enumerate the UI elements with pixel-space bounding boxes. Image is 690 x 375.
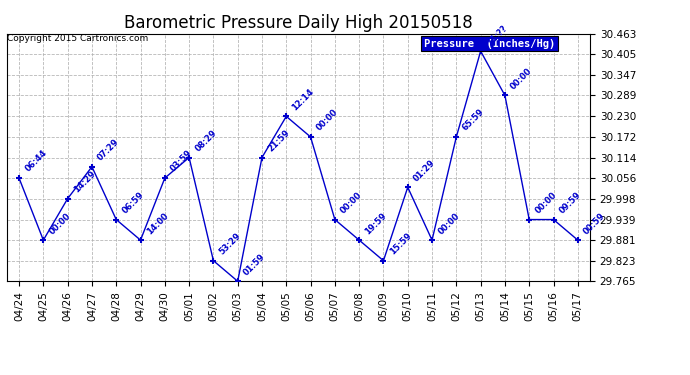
Text: 01:59: 01:59 [242,252,267,277]
Text: 00:00: 00:00 [339,190,364,215]
Text: 00:00: 00:00 [436,211,461,236]
Text: 09:59: 09:59 [558,190,583,215]
Text: Pressure  (Inches/Hg): Pressure (Inches/Hg) [424,39,555,49]
Text: 00:00: 00:00 [533,190,558,215]
Text: 14:29: 14:29 [72,169,97,195]
Text: 11:??: 11:?? [485,23,509,47]
Text: 65:59: 65:59 [460,108,486,133]
Text: 03:59: 03:59 [169,149,194,174]
Text: 12:14: 12:14 [290,87,316,112]
Text: 00:00: 00:00 [509,66,534,91]
Text: 06:44: 06:44 [23,148,48,174]
Text: 00:00: 00:00 [48,211,72,236]
Title: Barometric Pressure Daily High 20150518: Barometric Pressure Daily High 20150518 [124,14,473,32]
Text: 08:29: 08:29 [193,128,218,153]
Text: Copyright 2015 Cartronics.com: Copyright 2015 Cartronics.com [7,34,148,43]
Text: 07:29: 07:29 [96,138,121,162]
Text: 21:59: 21:59 [266,128,291,153]
Text: 06:59: 06:59 [120,190,146,215]
Text: 00:00: 00:00 [315,108,339,133]
Text: 14:00: 14:00 [145,211,170,236]
Text: 01:29: 01:29 [412,158,437,183]
Text: 00:59: 00:59 [582,211,607,236]
Text: 15:59: 15:59 [388,231,413,256]
Text: 53:29: 53:29 [217,231,243,256]
Text: 19:59: 19:59 [364,211,388,236]
